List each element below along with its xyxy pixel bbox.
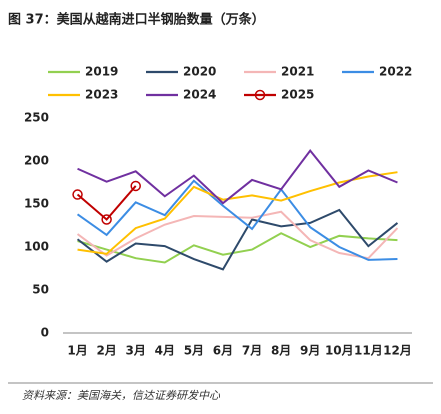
x-tick-label: 2月 xyxy=(96,344,116,358)
series-line xyxy=(76,179,398,261)
x-tick-label: 6月 xyxy=(213,344,233,358)
series-line xyxy=(77,232,398,264)
x-tick-label: 9月 xyxy=(300,344,320,358)
x-tick-label: 4月 xyxy=(155,344,175,358)
y-tick-label: 250 xyxy=(24,111,49,125)
series-line xyxy=(76,208,399,271)
x-tick-label: 7月 xyxy=(242,344,262,358)
series-marker xyxy=(101,214,112,225)
x-tick-label: 11月 xyxy=(354,344,383,358)
y-tick-label: 100 xyxy=(24,240,49,254)
series-line xyxy=(77,171,398,255)
x-tick-label: 8月 xyxy=(271,344,291,358)
series-marker xyxy=(72,189,83,200)
x-tick-label: 5月 xyxy=(184,344,204,358)
y-tick-label: 200 xyxy=(24,154,49,168)
legend-label: 2022 xyxy=(379,65,412,79)
y-tick-label: 50 xyxy=(32,283,49,297)
x-tick-label: 1月 xyxy=(67,344,87,358)
legend-label: 2024 xyxy=(183,88,216,102)
series-marker xyxy=(130,180,141,192)
y-tick-label: 150 xyxy=(24,197,49,211)
legend-label: 2025 xyxy=(281,88,314,102)
chart-title: 图 37：美国从越南进口半钢胎数量（万条） xyxy=(8,12,265,28)
legend-label: 2023 xyxy=(85,88,118,102)
x-tick-label: 3月 xyxy=(126,344,146,358)
series-line xyxy=(76,185,137,221)
x-tick-label: 12月 xyxy=(383,344,412,358)
y-tick-label: 0 xyxy=(41,326,49,340)
source: 资料来源：美国海关，信达证券研发中心 xyxy=(22,389,221,402)
x-tick-label: 10月 xyxy=(325,344,354,358)
legend-label: 2021 xyxy=(281,65,314,79)
series-line xyxy=(77,149,398,205)
legend-label: 2020 xyxy=(183,65,216,79)
legend-label: 2019 xyxy=(85,65,118,79)
legend-marker xyxy=(254,89,266,101)
